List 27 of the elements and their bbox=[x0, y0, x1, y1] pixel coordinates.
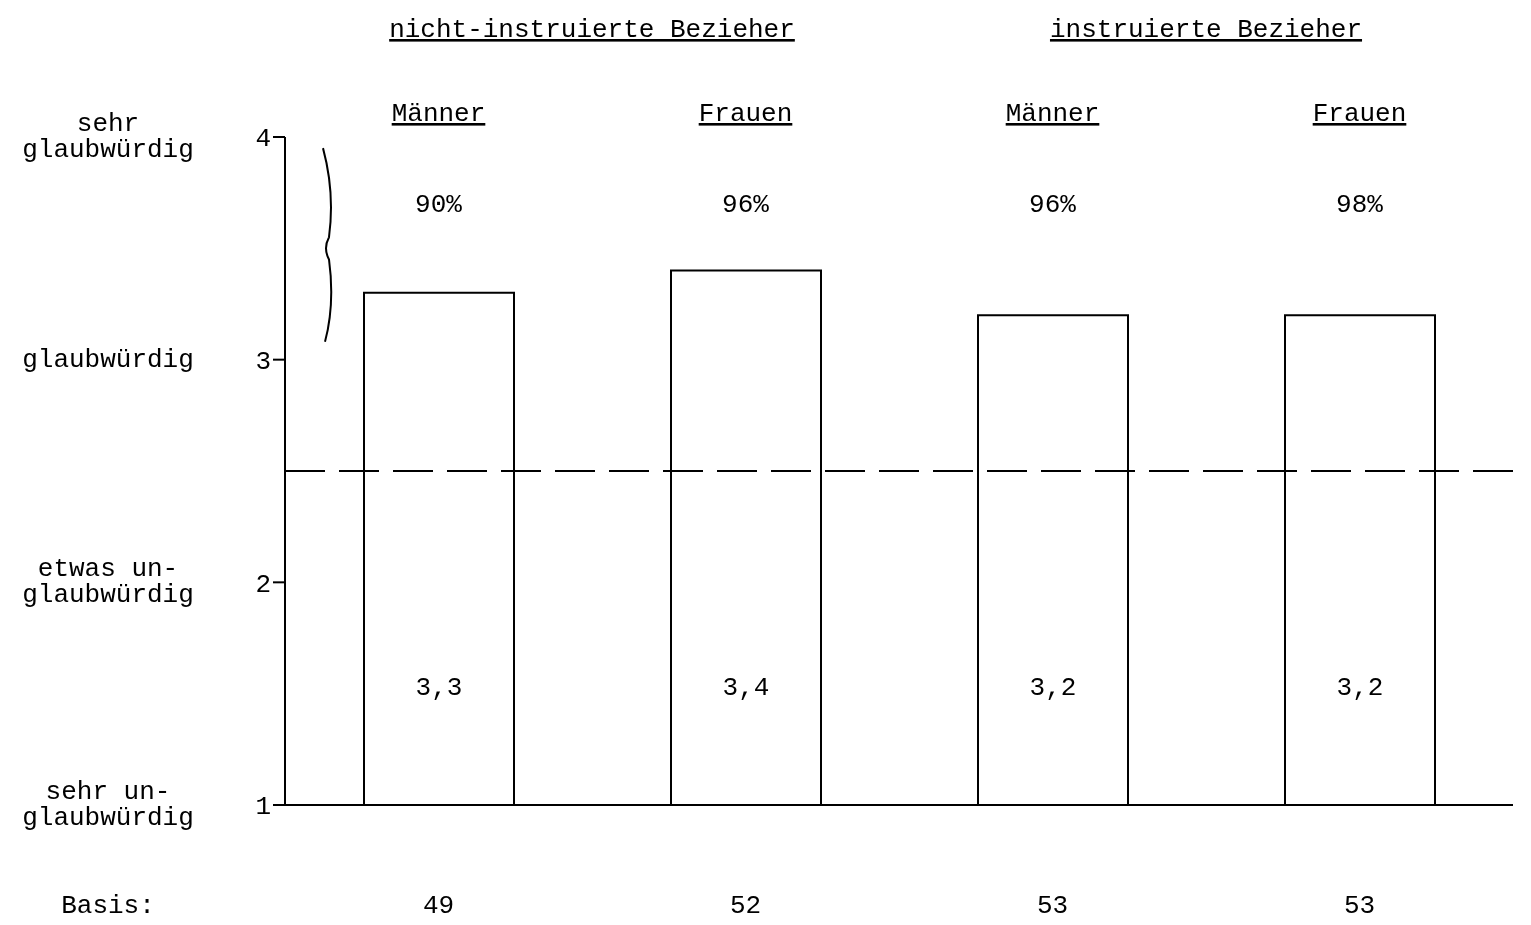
data-label: 3,3 bbox=[415, 673, 463, 703]
y-tick-label: 4 bbox=[255, 124, 271, 155]
annotation: 96% bbox=[1029, 189, 1077, 220]
y-tick-label: 1 bbox=[255, 792, 271, 823]
data-label: 3,2 bbox=[1029, 673, 1077, 703]
text: glaubwürdig bbox=[22, 344, 194, 375]
text: sehr un- glaubwürdig bbox=[22, 776, 194, 833]
text: Basis: bbox=[61, 890, 155, 921]
text: 53 bbox=[1343, 890, 1376, 921]
x-tick-label: Männer bbox=[391, 99, 486, 129]
annotation: 96% bbox=[722, 189, 770, 220]
data-label: 3,4 bbox=[722, 673, 770, 703]
text: 52 bbox=[729, 890, 762, 921]
text: instruierte Bezieher bbox=[1049, 14, 1363, 45]
x-tick-label: Frauen bbox=[698, 99, 793, 129]
x-tick-label: Frauen bbox=[1312, 99, 1407, 129]
text: nicht-instruierte Bezieher bbox=[389, 14, 795, 45]
text: 49 bbox=[422, 890, 455, 921]
annotation: 98% bbox=[1336, 189, 1384, 220]
annotation: 90% bbox=[415, 189, 463, 220]
y-tick-label: 3 bbox=[255, 346, 271, 377]
y-tick-label: 2 bbox=[255, 569, 271, 600]
text: 53 bbox=[1036, 890, 1069, 921]
text: sehr glaubwürdig bbox=[22, 108, 194, 165]
x-tick-label: Männer bbox=[1005, 99, 1100, 129]
data-label: 3,2 bbox=[1336, 673, 1384, 703]
text: etwas un- glaubwürdig bbox=[22, 554, 194, 611]
